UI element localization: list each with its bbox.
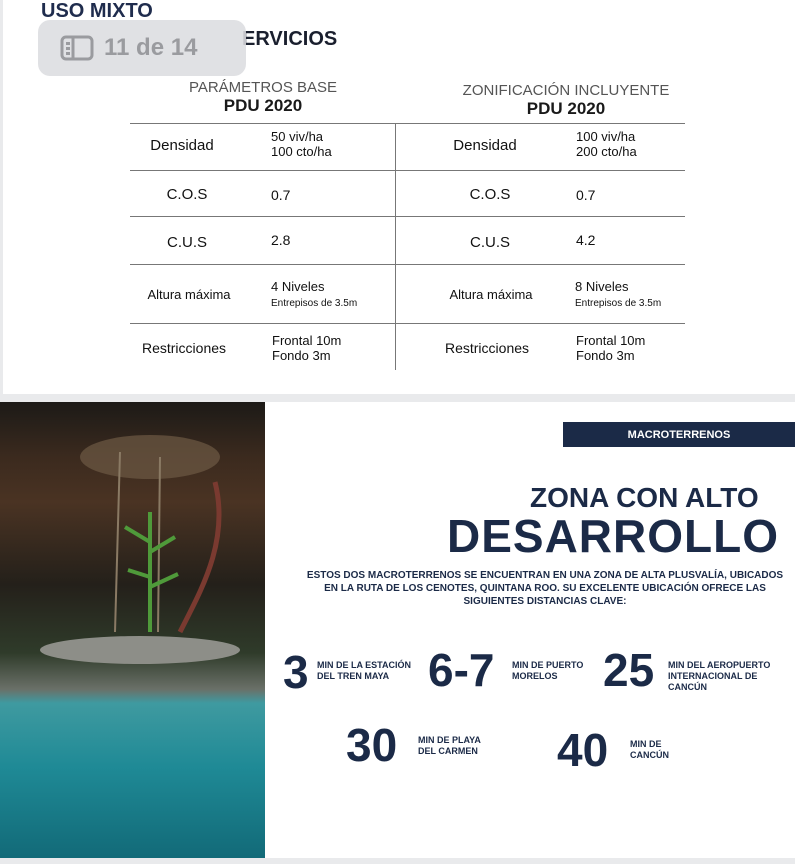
slide-title-line1: USO MIXTO [41, 0, 153, 22]
distance-number: 40 [557, 724, 609, 776]
row-label: Restricciones [444, 340, 530, 356]
distance-caption: MIN DEL AEROPUERTO INTERNACIONAL DE CANCÚ… [668, 660, 771, 692]
distance-number: 6-7 [428, 644, 495, 696]
heading-small: ZONA CON ALTO [530, 482, 759, 513]
divider [395, 123, 396, 370]
divider [130, 170, 685, 171]
row-label: Altura máxima [147, 287, 231, 302]
page-indicator[interactable]: 11 de 14 [38, 20, 246, 76]
row-label: C.O.S [166, 186, 208, 203]
column-header-base: PARÁMETROS BASE PDU 2020 [188, 79, 338, 115]
row-label: Altura máxima [449, 287, 533, 302]
distance-number: 3 [283, 646, 309, 698]
row-value: 2.8 [271, 232, 291, 248]
slide-macroterrenos: MACROTERRENOS ZONA CON ALTO DESARROLLO E… [0, 402, 795, 858]
row-label: C.U.S [166, 234, 207, 251]
row-value: Frontal 10m Fondo 3m [576, 333, 646, 363]
divider [130, 123, 685, 124]
row-value: 100 viv/ha 200 cto/ha [576, 129, 637, 159]
row-value: Frontal 10m Fondo 3m [272, 333, 342, 363]
divider [130, 264, 685, 265]
divider [130, 216, 685, 217]
sidebar-icon [60, 35, 94, 61]
row-label: Densidad [150, 137, 214, 154]
distance-caption: MIN DE CANCÚN [630, 739, 669, 760]
cenote-photo [0, 402, 265, 858]
row-label: Restricciones [141, 340, 227, 356]
distance-number: 30 [346, 719, 398, 771]
row-value: 0.7 [271, 187, 291, 203]
row-label: C.U.S [469, 234, 510, 251]
heading-big: DESARROLLO [447, 510, 779, 562]
row-value: 50 viv/ha 100 cto/ha [271, 129, 332, 159]
column-header-incluyente: ZONIFICACIÓN INCLUYENTE PDU 2020 [462, 82, 670, 118]
slide-title-line2: ERVICIOS [242, 28, 338, 50]
section-tag: MACROTERRENOS [563, 422, 795, 447]
description: ESTOS DOS MACROTERRENOS SE ENCUENTRAN EN… [306, 570, 784, 607]
distance-caption: MIN DE PUERTO MORELOS [512, 660, 584, 681]
distance-number: 25 [603, 644, 655, 696]
distance-caption: MIN DE LA ESTACIÓN DEL TREN MAYA [317, 660, 411, 681]
row-value: 4.2 [576, 232, 596, 248]
row-label: Densidad [453, 137, 517, 154]
page-indicator-text: 11 de 14 [104, 34, 198, 61]
divider [130, 323, 685, 324]
row-value: 4 Niveles Entrepisos de 3.5m [271, 279, 358, 309]
row-value: 8 Niveles Entrepisos de 3.5m [575, 279, 662, 309]
row-value: 0.7 [576, 187, 596, 203]
row-label: C.O.S [469, 186, 511, 203]
distance-caption: MIN DE PLAYA DEL CARMEN [418, 735, 481, 756]
